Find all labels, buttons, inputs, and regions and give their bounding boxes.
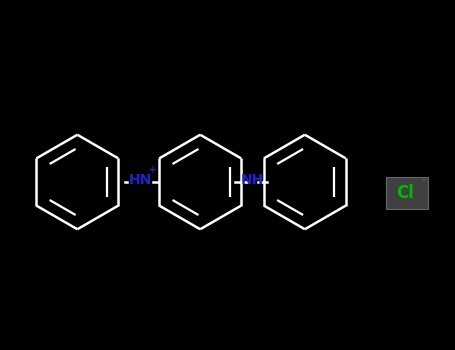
Text: HN: HN: [129, 173, 152, 187]
Text: +: +: [149, 165, 157, 175]
Text: Cl: Cl: [396, 183, 414, 202]
FancyBboxPatch shape: [386, 176, 428, 209]
Text: NH: NH: [241, 173, 264, 187]
Text: ⁻: ⁻: [420, 176, 426, 189]
